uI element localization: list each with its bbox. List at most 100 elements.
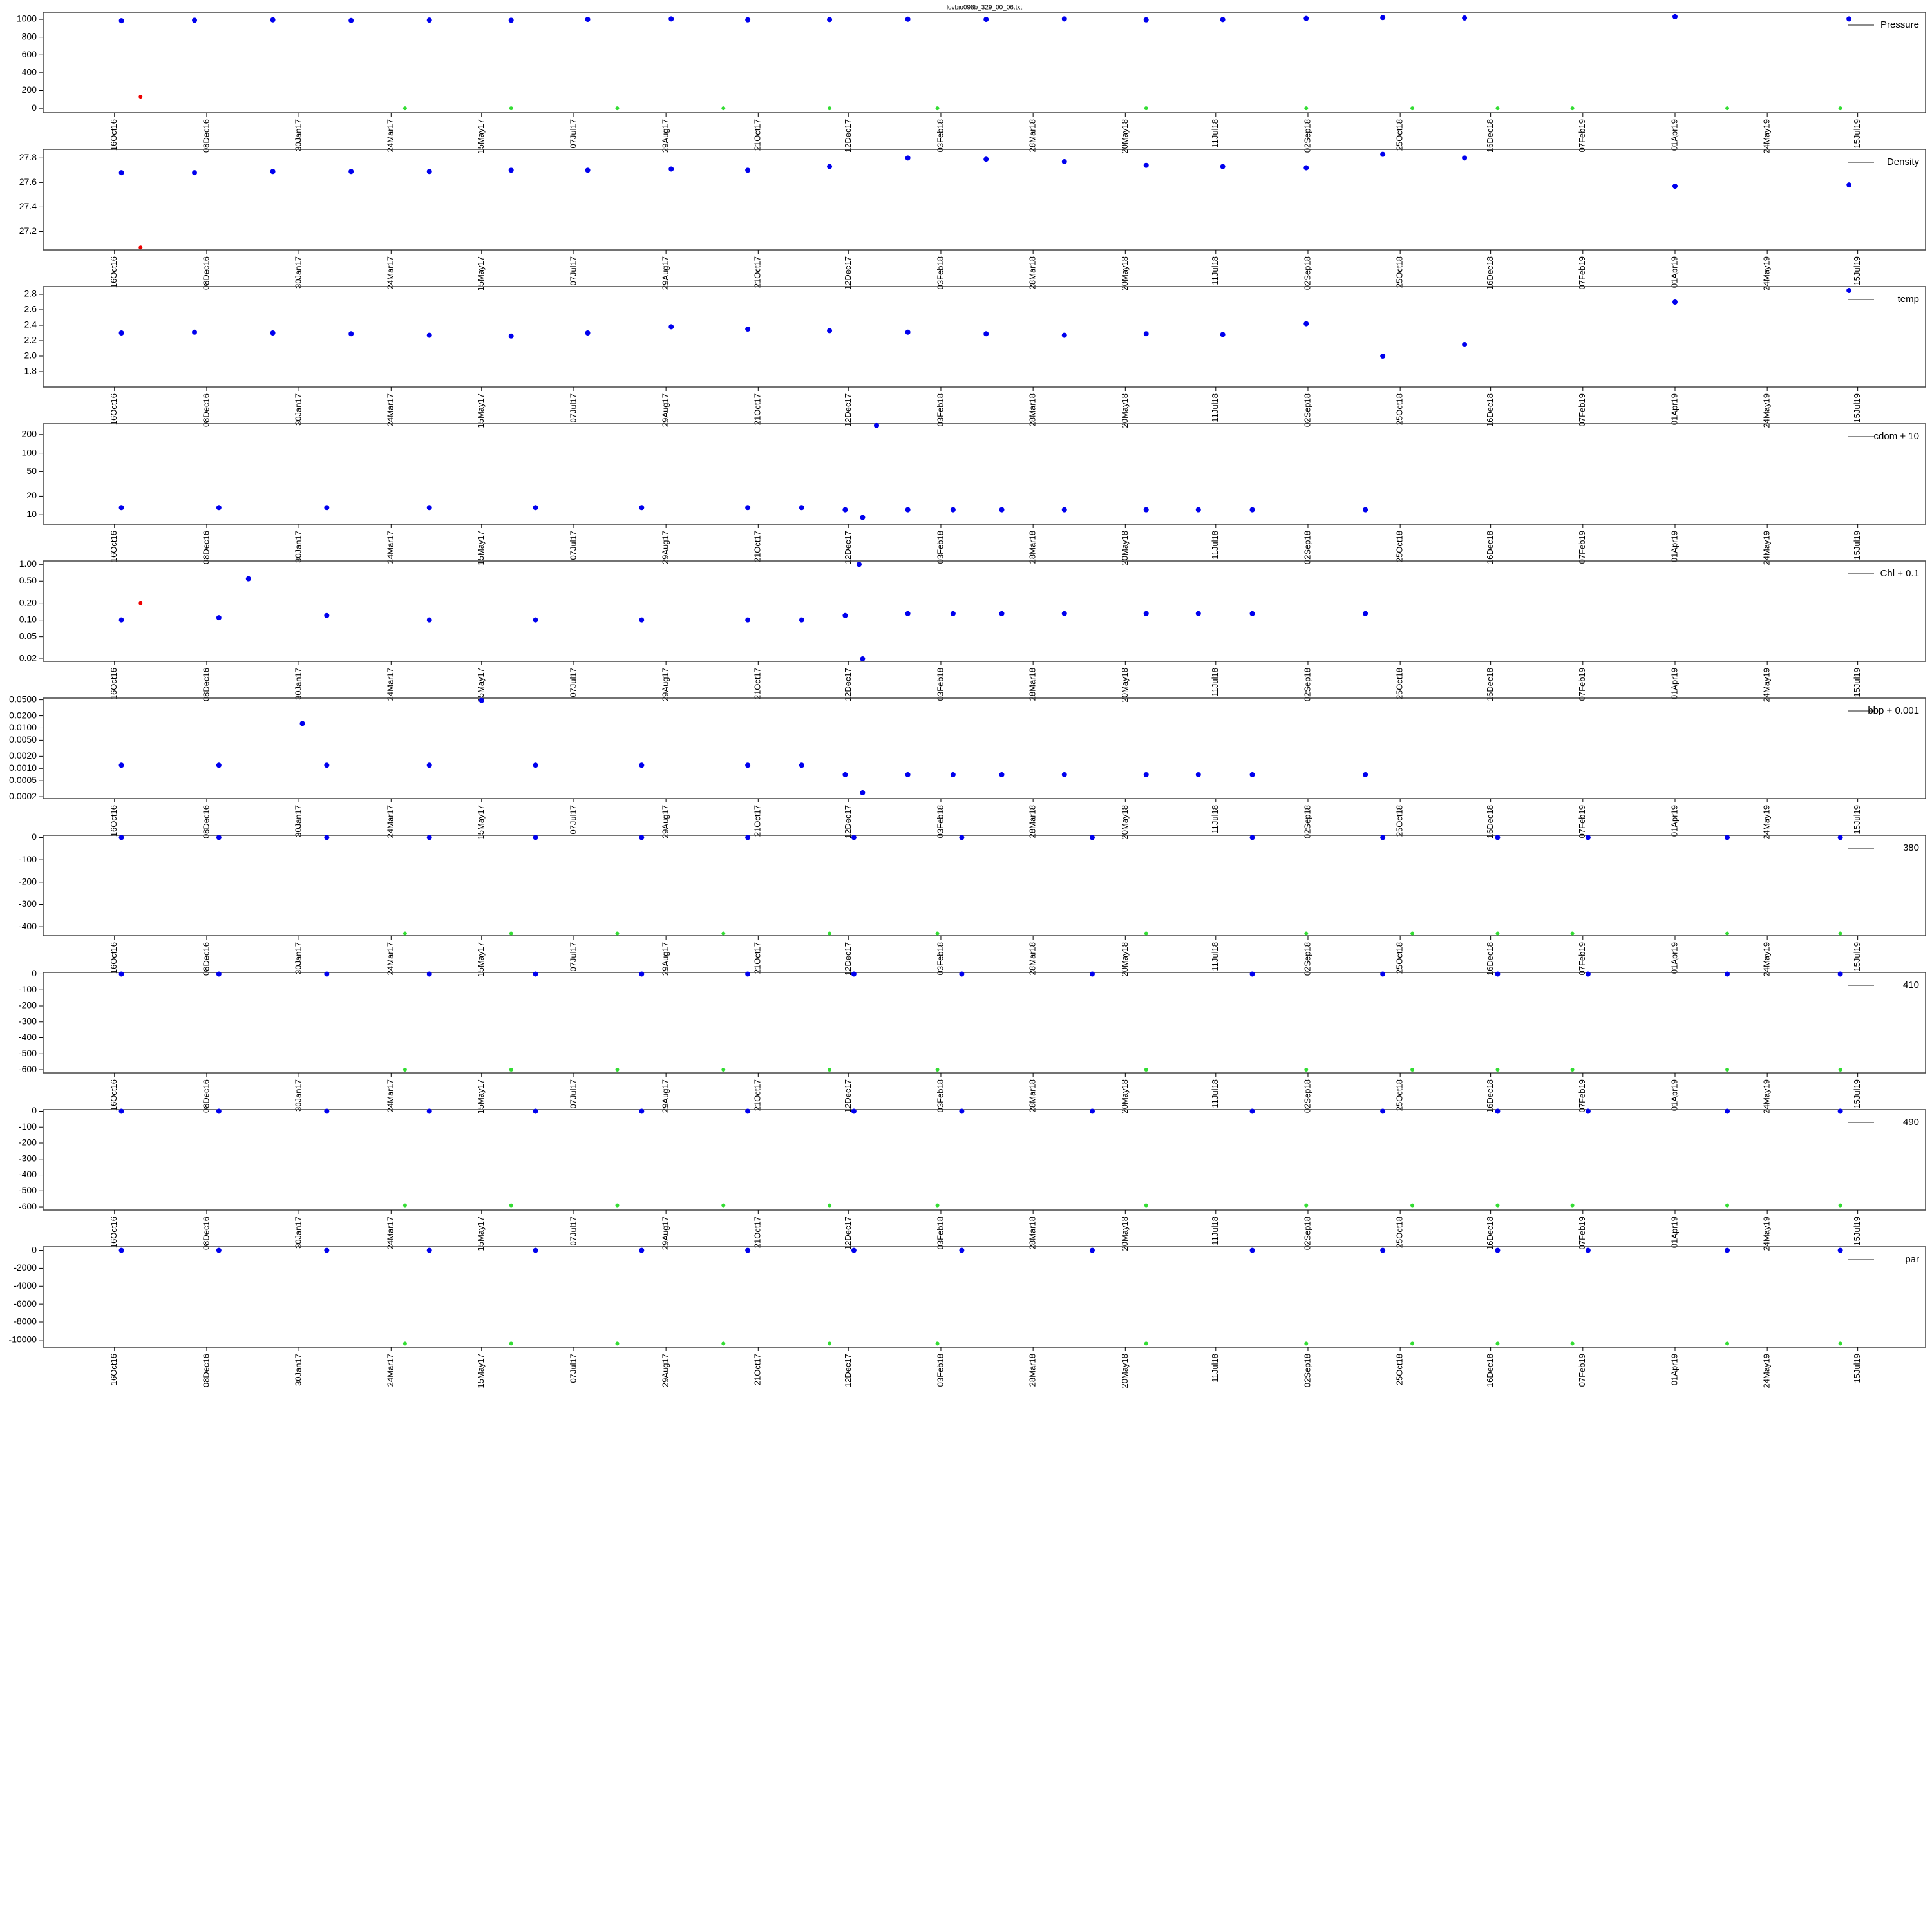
x-tick-label: 02Sep18 <box>1302 256 1312 290</box>
data-point <box>118 762 124 768</box>
x-tick-label: 25Oct18 <box>1395 805 1405 837</box>
data-point <box>1380 1247 1386 1253</box>
x-tick-label: 03Feb18 <box>935 393 945 426</box>
data-point <box>585 167 591 173</box>
data-point <box>1846 288 1852 293</box>
data-point <box>426 835 432 840</box>
data-point <box>1838 1203 1842 1208</box>
x-tick-label: 29Aug17 <box>661 531 670 564</box>
data-point <box>508 167 514 173</box>
data-point <box>118 1108 124 1114</box>
x-tick-label: 21Oct17 <box>753 119 762 151</box>
data-point <box>1143 772 1149 777</box>
y-tick-label: 800 <box>22 31 37 41</box>
data-point <box>533 971 538 977</box>
x-tick-label: 24Mar17 <box>386 1354 395 1387</box>
data-point <box>1725 1108 1730 1114</box>
data-point <box>348 17 354 23</box>
x-tick-label: 24Mar17 <box>386 1217 395 1249</box>
y-tick-label: 0 <box>32 1105 37 1115</box>
data-point <box>1249 1108 1255 1114</box>
data-point <box>1220 164 1226 169</box>
data-point <box>348 331 354 337</box>
y-tick-label: -500 <box>19 1048 37 1058</box>
y-tick-label: -300 <box>19 1016 37 1026</box>
data-point <box>192 329 198 335</box>
x-tick-label: 15May17 <box>476 119 486 153</box>
data-point <box>935 106 940 111</box>
data-point <box>935 931 940 936</box>
x-tick-label: 24May19 <box>1762 531 1772 565</box>
x-tick-label: 01Apr19 <box>1669 1079 1679 1111</box>
x-tick-label: 07Feb19 <box>1577 256 1587 289</box>
data-point <box>426 1108 432 1114</box>
x-tick-label: 02Sep18 <box>1302 531 1312 564</box>
data-point <box>1380 354 1386 359</box>
data-point <box>1061 159 1067 165</box>
x-tick-label: 07Jul17 <box>568 1079 578 1109</box>
data-point <box>1495 1247 1501 1253</box>
x-tick-label: 15May17 <box>476 393 486 428</box>
data-point <box>426 505 432 511</box>
data-point <box>1462 155 1468 161</box>
data-point <box>1303 165 1309 171</box>
x-tick-label: 15May17 <box>476 531 486 565</box>
x-tick-label: 15Jul19 <box>1852 942 1862 972</box>
x-tick-label: 20May18 <box>1120 1354 1130 1388</box>
data-point <box>192 170 198 176</box>
data-point <box>1410 106 1415 111</box>
x-tick-label: 21Oct17 <box>753 1217 762 1248</box>
data-point <box>509 106 513 111</box>
x-tick-label: 28Mar18 <box>1028 1354 1037 1387</box>
data-point <box>324 971 330 977</box>
y-tick-label: 27.2 <box>19 225 37 236</box>
x-tick-label: 25Oct18 <box>1395 1217 1405 1248</box>
data-point <box>1585 971 1591 977</box>
x-tick-label: 16Oct16 <box>109 668 118 699</box>
y-tick-label: 10 <box>26 509 37 519</box>
y-tick-label: 20 <box>26 490 37 500</box>
data-point <box>1363 507 1368 513</box>
data-point <box>1249 772 1255 777</box>
y-tick-label: -400 <box>19 921 37 931</box>
y-tick-label: -4000 <box>14 1280 37 1291</box>
x-tick-label: 16Oct16 <box>109 119 118 151</box>
x-tick-label: 20May18 <box>1120 256 1130 290</box>
plot-frame <box>43 12 1926 113</box>
data-point <box>983 156 989 162</box>
x-tick-label: 16Dec18 <box>1485 668 1495 701</box>
data-point <box>1061 507 1067 513</box>
data-point <box>1725 835 1730 840</box>
data-point <box>851 1247 857 1253</box>
x-tick-label: 29Aug17 <box>661 1079 670 1113</box>
data-point <box>1380 971 1386 977</box>
x-tick-label: 07Jul17 <box>568 1217 578 1246</box>
data-point <box>1725 106 1730 111</box>
x-tick-label: 15Jul19 <box>1852 1354 1862 1383</box>
x-tick-label: 21Oct17 <box>753 393 762 425</box>
x-tick-label: 16Dec18 <box>1485 256 1495 290</box>
data-point <box>1495 971 1501 977</box>
data-point <box>1725 1341 1730 1346</box>
x-tick-label: 24May19 <box>1762 119 1772 153</box>
data-point <box>1846 182 1852 188</box>
data-point <box>828 1341 832 1346</box>
y-tick-label: 50 <box>26 466 37 476</box>
x-tick-label: 25Oct18 <box>1395 1079 1405 1111</box>
data-point <box>1495 1203 1500 1208</box>
x-tick-label: 29Aug17 <box>661 1217 670 1250</box>
y-tick-label: 1.8 <box>24 366 37 376</box>
x-tick-label: 15Jul19 <box>1852 668 1862 697</box>
data-point <box>851 1108 857 1114</box>
x-tick-label: 24May19 <box>1762 668 1772 702</box>
data-point <box>1495 1108 1501 1114</box>
y-tick-label: 1000 <box>17 14 37 24</box>
x-tick-label: 20May18 <box>1120 942 1130 976</box>
x-tick-label: 03Feb18 <box>935 119 945 152</box>
x-tick-label: 02Sep18 <box>1302 119 1312 153</box>
x-tick-label: 25Oct18 <box>1395 531 1405 562</box>
y-tick-label: 0.0010 <box>9 762 37 773</box>
data-point <box>402 931 407 936</box>
data-point <box>216 971 222 977</box>
x-tick-label: 03Feb18 <box>935 1217 945 1249</box>
